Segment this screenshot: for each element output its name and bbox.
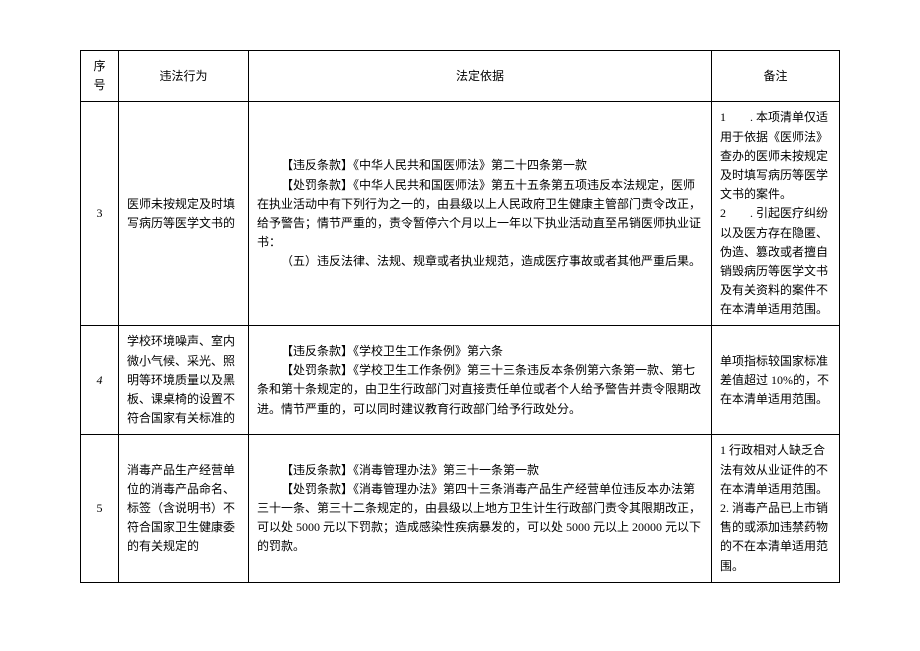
header-remark: 备注 (712, 51, 840, 102)
basis-line: 【违反条款】《学校卫生工作条例》第六条 (257, 342, 703, 361)
cell-basis: 【违反条款】《学校卫生工作条例》第六条 【处罚条款】《学校卫生工作条例》第三十三… (249, 326, 712, 435)
remark-line: 1 行政相对人缺乏合法有效从业证件的不在本清单适用范围。 (720, 441, 831, 499)
header-seq: 序号 (81, 51, 119, 102)
cell-seq: 5 (81, 435, 119, 582)
remark-line: 2 . 引起医疗纠纷以及医方存在隐匿、伪造、篡改或者擅自销毁病历等医学文书及有关… (720, 204, 831, 319)
table-header-row: 序号 违法行为 法定依据 备注 (81, 51, 840, 102)
table-row: 3 医师未按规定及时填写病历等医学文书的 【违反条款】《中华人民共和国医师法》第… (81, 102, 840, 326)
cell-basis: 【违反条款】《消毒管理办法》第三十一条第一款 【处罚条款】《消毒管理办法》第四十… (249, 435, 712, 582)
basis-line: 【违反条款】《消毒管理办法》第三十一条第一款 (257, 461, 703, 480)
cell-remark: 单项指标较国家标准差值超过 10%的，不在本清单适用范围。 (712, 326, 840, 435)
basis-line: （五）违反法律、法规、规章或者执业规范，造成医疗事故或者其他严重后果。 (257, 252, 703, 271)
cell-basis: 【违反条款】《中华人民共和国医师法》第二十四条第一款 【处罚条款】《中华人民共和… (249, 102, 712, 326)
cell-seq: 4 (81, 326, 119, 435)
table-row: 5 消毒产品生产经营单位的消毒产品命名、标签（含说明书）不符合国家卫生健康委的有… (81, 435, 840, 582)
cell-seq: 3 (81, 102, 119, 326)
header-basis: 法定依据 (249, 51, 712, 102)
basis-line: 【处罚条款】《学校卫生工作条例》第三十三条违反本条例第六条第一款、第七条和第十条… (257, 361, 703, 419)
basis-line: 【处罚条款】《消毒管理办法》第四十三条消毒产品生产经营单位违反本办法第三十一条、… (257, 480, 703, 557)
regulation-table: 序号 违法行为 法定依据 备注 3 医师未按规定及时填写病历等医学文书的 【违反… (80, 50, 840, 583)
header-violation: 违法行为 (119, 51, 249, 102)
cell-violation: 消毒产品生产经营单位的消毒产品命名、标签（含说明书）不符合国家卫生健康委的有关规… (119, 435, 249, 582)
basis-line: 【违反条款】《中华人民共和国医师法》第二十四条第一款 (257, 156, 703, 175)
remark-line: 1 . 本项清单仅适用于依据《医师法》查办的医师未按规定及时填写病历等医学文书的… (720, 108, 831, 204)
cell-violation: 学校环境噪声、室内微小气候、采光、照明等环境质量以及黑板、课桌椅的设置不符合国家… (119, 326, 249, 435)
cell-remark: 1 行政相对人缺乏合法有效从业证件的不在本清单适用范围。 2. 消毒产品已上市销… (712, 435, 840, 582)
cell-violation: 医师未按规定及时填写病历等医学文书的 (119, 102, 249, 326)
basis-line: 【处罚条款】《中华人民共和国医师法》第五十五条第五项违反本法规定，医师在执业活动… (257, 176, 703, 253)
remark-line: 2. 消毒产品已上市销售的或添加违禁药物的不在本清单适用范围。 (720, 499, 831, 576)
table-row: 4 学校环境噪声、室内微小气候、采光、照明等环境质量以及黑板、课桌椅的设置不符合… (81, 326, 840, 435)
cell-remark: 1 . 本项清单仅适用于依据《医师法》查办的医师未按规定及时填写病历等医学文书的… (712, 102, 840, 326)
